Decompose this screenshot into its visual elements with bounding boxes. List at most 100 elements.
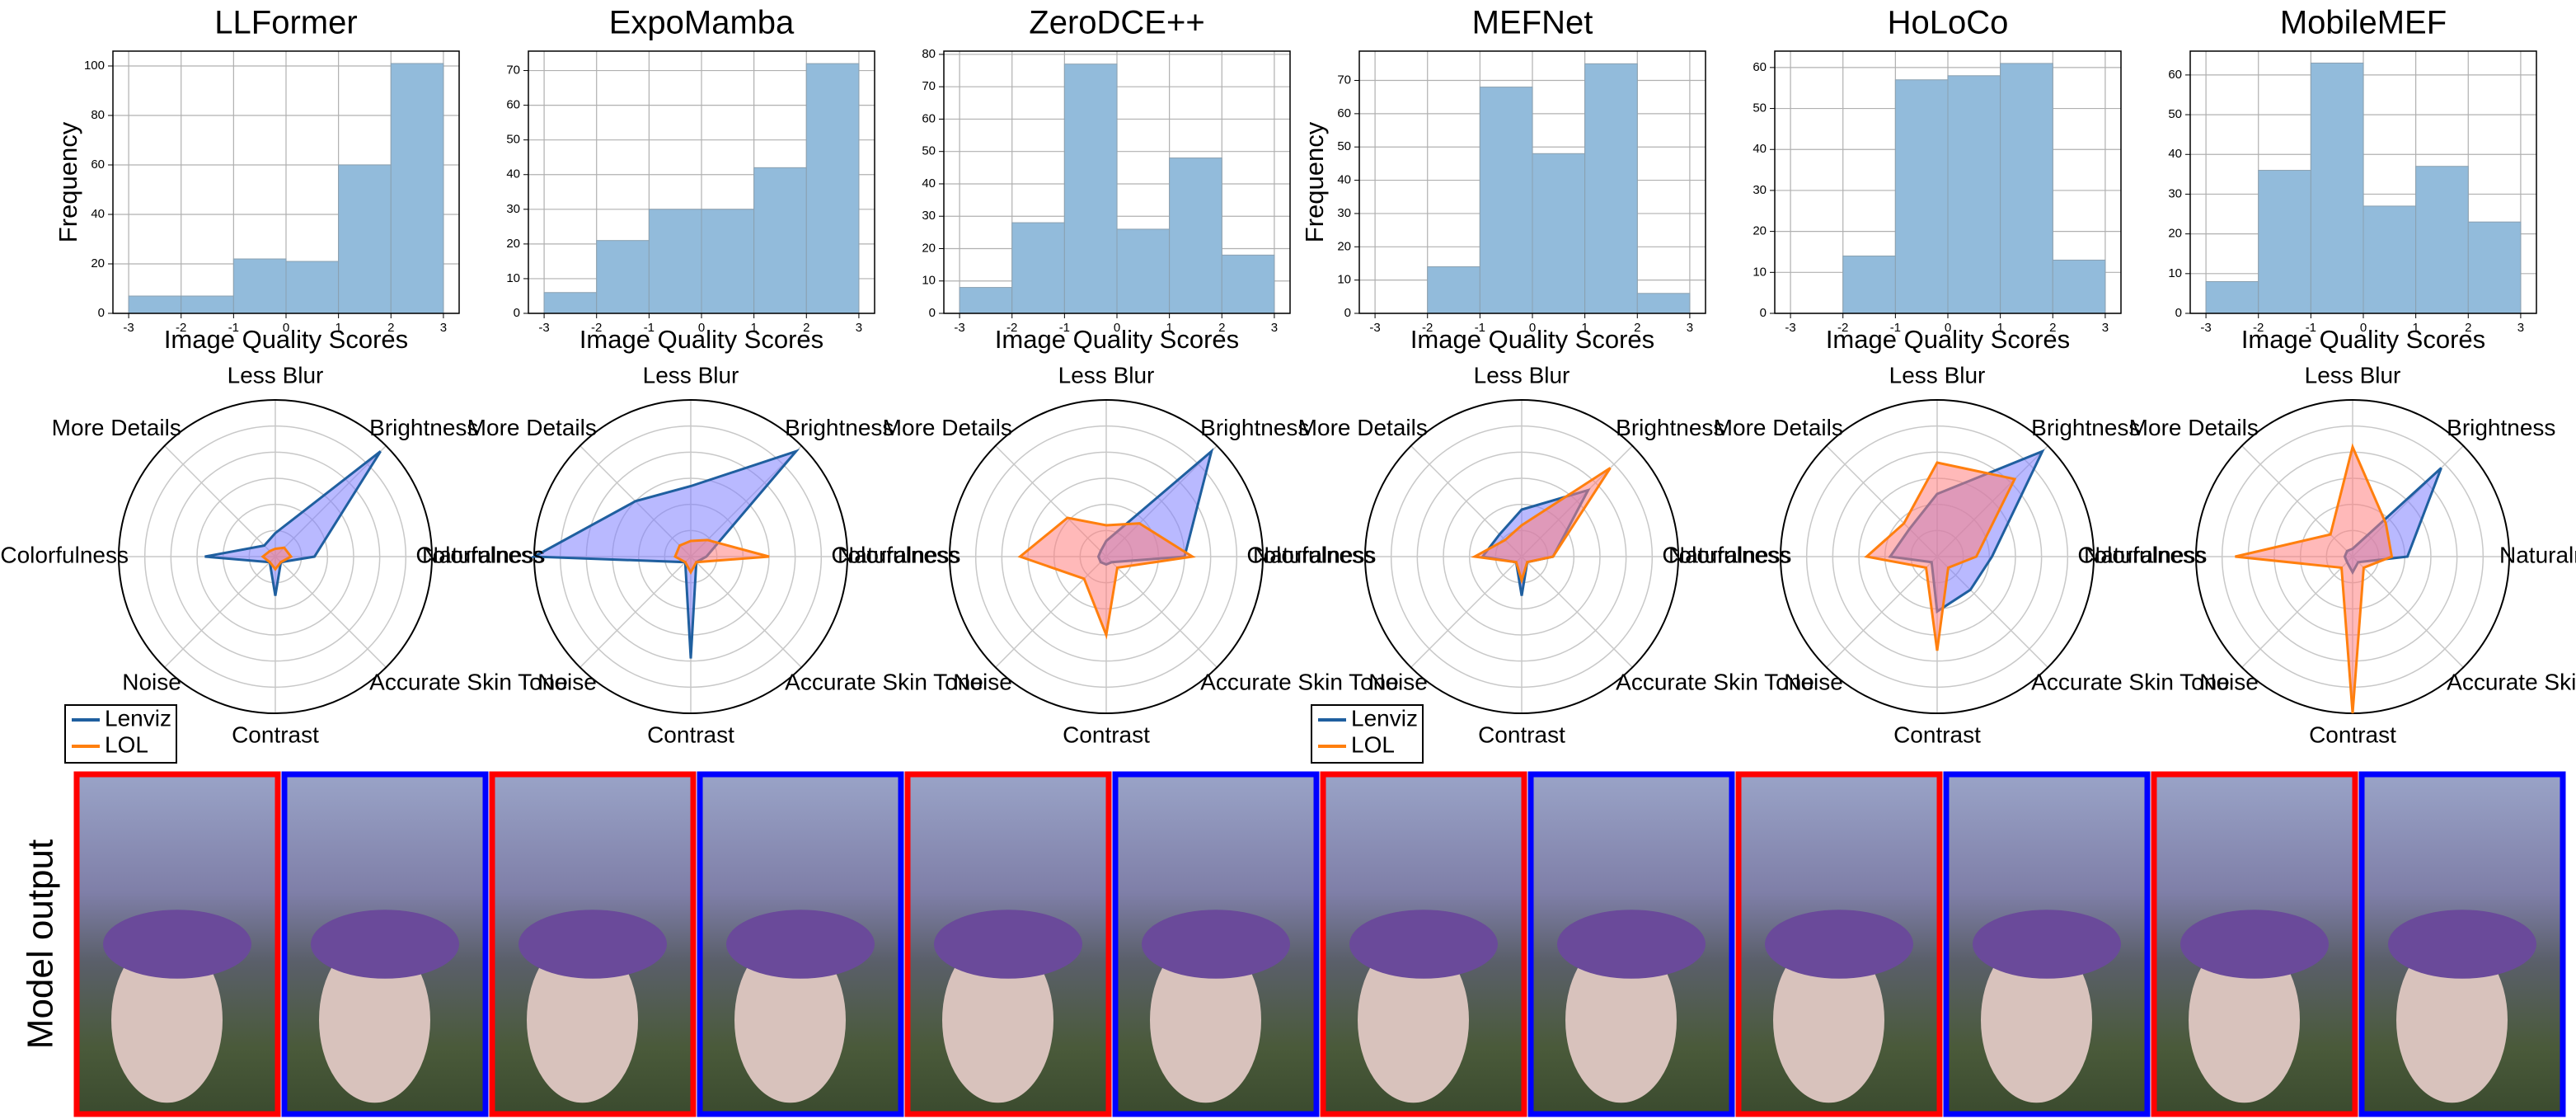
legend-label: LOL bbox=[105, 731, 148, 757]
y-tick-label: 0 bbox=[1344, 306, 1351, 320]
output-image-frame bbox=[489, 771, 697, 1117]
output-image-face bbox=[1565, 937, 1677, 1103]
radar-label: Colorfulness bbox=[0, 542, 129, 567]
bar bbox=[1532, 153, 1586, 314]
y-tick-label: 60 bbox=[922, 111, 936, 125]
radar-label: Contrast bbox=[647, 722, 734, 747]
radar-spoke bbox=[164, 445, 276, 557]
x-tick-label: -3 bbox=[538, 321, 549, 335]
output-image-face bbox=[319, 937, 430, 1103]
chart-title: ZeroDCE++ bbox=[1029, 5, 1204, 41]
x-tick-label: -2 bbox=[1837, 321, 1848, 335]
bar bbox=[2205, 280, 2259, 314]
output-image-hat bbox=[2388, 910, 2536, 979]
bar bbox=[1221, 254, 1275, 314]
bar bbox=[1842, 255, 1896, 314]
x-tick-label: 0 bbox=[2360, 321, 2367, 335]
y-tick-label: 40 bbox=[922, 176, 936, 190]
radar-spoke bbox=[579, 556, 692, 668]
bar bbox=[1479, 87, 1533, 314]
chart-title: MEFNet bbox=[1472, 5, 1593, 41]
bar bbox=[2310, 62, 2364, 314]
x-tick-label: -1 bbox=[228, 321, 239, 335]
radar-label: Brightness bbox=[785, 415, 894, 440]
y-tick-label: 0 bbox=[2175, 306, 2182, 320]
radar-label: Contrast bbox=[1063, 722, 1150, 747]
x-tick-label: 2 bbox=[2049, 321, 2056, 335]
output-image-frame bbox=[904, 771, 1112, 1117]
bar bbox=[232, 258, 287, 314]
x-tick-label: 3 bbox=[2517, 321, 2524, 335]
y-tick-label: 60 bbox=[2168, 68, 2182, 82]
x-tick-label: 1 bbox=[2412, 321, 2419, 335]
x-axis-label: Image Quality Scores bbox=[1826, 325, 2070, 354]
output-image-frame bbox=[1527, 771, 1735, 1117]
radar-label: Naturalness bbox=[838, 542, 960, 567]
radar-label: Colorfulness bbox=[1662, 542, 1790, 567]
y-tick-label: 80 bbox=[91, 108, 105, 122]
y-tick-label: 40 bbox=[91, 207, 105, 221]
radar-label: More Details bbox=[883, 415, 1012, 440]
output-image-face bbox=[527, 937, 638, 1103]
output-image-frame bbox=[2358, 771, 2566, 1117]
radar-label: Naturalness bbox=[1253, 542, 1376, 567]
y-tick-label: 60 bbox=[1337, 106, 1351, 120]
bar bbox=[1427, 266, 1480, 314]
radar-label: Contrast bbox=[2309, 722, 2396, 747]
x-tick-label: -3 bbox=[1369, 321, 1380, 335]
x-tick-label: -1 bbox=[1890, 321, 1901, 335]
x-tick-label: 2 bbox=[387, 321, 394, 335]
bar bbox=[1584, 63, 1638, 314]
x-tick-label: 3 bbox=[1271, 321, 1278, 335]
y-tick-label: 40 bbox=[1337, 173, 1351, 187]
x-tick-label: 3 bbox=[440, 321, 447, 335]
legend-label: Lenviz bbox=[105, 705, 171, 731]
radar-label: Noise bbox=[122, 670, 181, 695]
bar bbox=[1011, 222, 1065, 314]
x-axis-label: Image Quality Scores bbox=[2241, 325, 2485, 354]
y-tick-label: 50 bbox=[1753, 101, 1767, 115]
radar-area bbox=[260, 546, 293, 571]
radar-label: More Details bbox=[1714, 415, 1843, 440]
radar-area bbox=[529, 449, 800, 659]
y-tick-label: 60 bbox=[91, 158, 105, 172]
radar-label: Accurate Skin Tone bbox=[785, 670, 983, 695]
output-image-hat bbox=[726, 910, 875, 979]
y-tick-label: 80 bbox=[922, 47, 936, 61]
output-image-frame bbox=[281, 771, 489, 1117]
y-tick-label: 70 bbox=[922, 79, 936, 93]
radar-label: Accurate Skin Tone bbox=[2031, 670, 2230, 695]
bar bbox=[2363, 205, 2417, 314]
radar-label: Noise bbox=[953, 670, 1012, 695]
bar bbox=[1116, 228, 1171, 314]
bar bbox=[2052, 259, 2106, 314]
radar-area bbox=[1471, 467, 1612, 585]
x-tick-label: 0 bbox=[698, 321, 705, 335]
output-image-face bbox=[1358, 937, 1469, 1103]
radar-label: Brightness bbox=[369, 415, 478, 440]
x-tick-label: -1 bbox=[2306, 321, 2316, 335]
radar-label: Colorfulness bbox=[831, 542, 960, 567]
output-image-face bbox=[2189, 937, 2300, 1103]
x-tick-label: -2 bbox=[591, 321, 602, 335]
x-tick-label: -3 bbox=[1785, 321, 1795, 335]
output-image-frame bbox=[2151, 771, 2358, 1117]
output-image-frame bbox=[1320, 771, 1527, 1117]
output-image-hat bbox=[518, 910, 667, 979]
radar-spoke bbox=[1105, 556, 1218, 668]
x-tick-label: 0 bbox=[283, 321, 289, 335]
radar-frame bbox=[1780, 399, 2095, 714]
radar-spoke bbox=[1410, 556, 1523, 668]
y-tick-label: 30 bbox=[2168, 186, 2182, 200]
bar bbox=[2415, 166, 2469, 314]
radar-label: Contrast bbox=[1893, 722, 1981, 747]
radar-label: Colorfulness bbox=[415, 542, 544, 567]
radar-label: Contrast bbox=[1478, 722, 1565, 747]
x-tick-label: 1 bbox=[335, 321, 341, 335]
x-tick-label: -3 bbox=[123, 321, 134, 335]
x-tick-label: 2 bbox=[1218, 321, 1225, 335]
y-tick-label: 30 bbox=[1753, 183, 1767, 197]
radar-label: Less Blur bbox=[643, 362, 739, 388]
radar-label: Naturalness bbox=[2084, 542, 2207, 567]
y-tick-label: 30 bbox=[922, 209, 936, 223]
